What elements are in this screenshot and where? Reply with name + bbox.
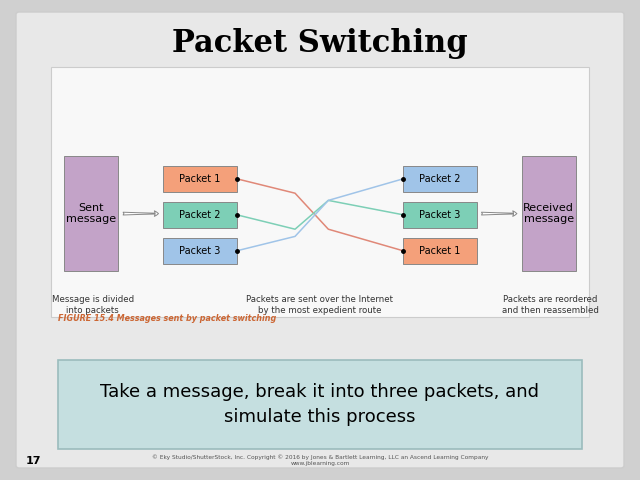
Text: Packet 3: Packet 3 xyxy=(419,210,461,220)
Text: © Eky Studio/ShutterStock, Inc. Copyright © 2016 by Jones & Bartlett Learning, L: © Eky Studio/ShutterStock, Inc. Copyrigh… xyxy=(152,454,488,466)
FancyBboxPatch shape xyxy=(64,156,118,271)
Text: Take a message, break it into three packets, and
simulate this process: Take a message, break it into three pack… xyxy=(100,383,540,426)
FancyBboxPatch shape xyxy=(163,238,237,264)
Text: Received
message: Received message xyxy=(524,203,574,225)
Text: Packets are reordered
and then reassembled: Packets are reordered and then reassembl… xyxy=(502,295,599,314)
FancyBboxPatch shape xyxy=(522,156,576,271)
Text: Packet 1: Packet 1 xyxy=(179,174,221,184)
FancyBboxPatch shape xyxy=(16,12,624,468)
Text: Message is divided
into packets: Message is divided into packets xyxy=(52,295,134,314)
Text: Sent
message: Sent message xyxy=(66,203,116,225)
FancyBboxPatch shape xyxy=(58,360,582,449)
FancyBboxPatch shape xyxy=(163,202,237,228)
FancyBboxPatch shape xyxy=(163,166,237,192)
Text: 17: 17 xyxy=(26,456,41,466)
Text: Packet 1: Packet 1 xyxy=(419,246,461,256)
Text: Packets are sent over the Internet
by the most expedient route: Packets are sent over the Internet by th… xyxy=(246,295,394,314)
FancyBboxPatch shape xyxy=(403,166,477,192)
Text: FIGURE 15.4 Messages sent by packet switching: FIGURE 15.4 Messages sent by packet swit… xyxy=(58,314,276,324)
FancyBboxPatch shape xyxy=(403,202,477,228)
Text: Packet 2: Packet 2 xyxy=(179,210,221,220)
FancyBboxPatch shape xyxy=(403,238,477,264)
FancyBboxPatch shape xyxy=(51,67,589,317)
Text: Packet 3: Packet 3 xyxy=(179,246,221,256)
Text: Packet Switching: Packet Switching xyxy=(172,28,468,59)
Text: Packet 2: Packet 2 xyxy=(419,174,461,184)
